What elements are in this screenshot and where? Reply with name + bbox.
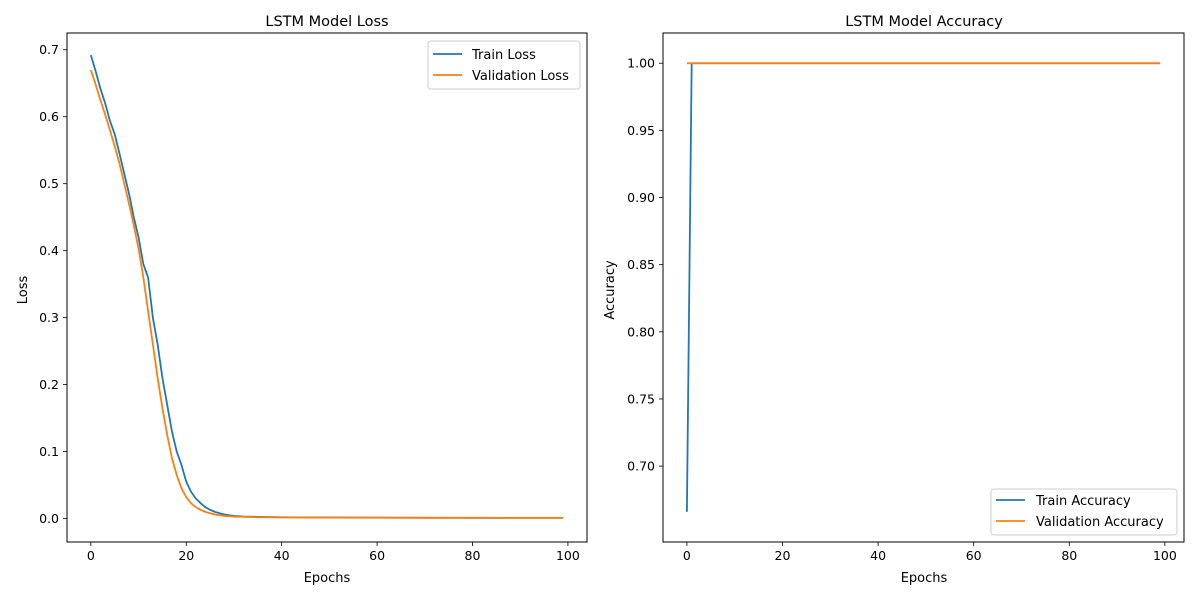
- accuracy-plot-frame: [662, 32, 1185, 543]
- loss-legend-box: [427, 40, 581, 90]
- accuracy-x-tick-label: 100: [1153, 548, 1177, 563]
- loss-x-tick-label: 100: [556, 548, 580, 563]
- loss-x-axis-label: Epochs: [304, 571, 351, 586]
- accuracy-x-tick-label: 60: [966, 548, 982, 563]
- loss-lines: [89, 54, 564, 519]
- loss-y-tick-label: 0.2: [39, 377, 59, 392]
- accuracy-y-tick-label: 0.85: [627, 257, 655, 272]
- accuracy-x-tick-label: 0: [683, 548, 691, 563]
- loss-y-axis-label: Loss: [16, 276, 31, 305]
- accuracy-chart-title: LSTM Model Accuracy: [845, 14, 1003, 30]
- loss-x-tick-label: 80: [465, 548, 481, 563]
- loss-legend-train-label: Train Loss: [471, 48, 536, 63]
- accuracy-x-tick-label: 40: [870, 548, 886, 563]
- loss-y-tick-label: 0.1: [39, 444, 59, 459]
- accuracy-x-tick-label: 80: [1061, 548, 1077, 563]
- loss-x-tick-label: 40: [274, 548, 290, 563]
- accuracy-y-tick-label: 0.80: [627, 324, 655, 339]
- loss-y-tick-label: 0.0: [39, 511, 59, 526]
- accuracy-legend-validation-label: Validation Accuracy: [1036, 515, 1164, 530]
- loss-y-tick-label: 0.7: [39, 42, 59, 57]
- accuracy-legend-train-label: Train Accuracy: [1035, 494, 1131, 509]
- loss-y-tick-label: 0.3: [39, 310, 59, 325]
- loss-legend: Train Loss Validation Loss: [427, 40, 581, 90]
- accuracy-y-axis-label: Accuracy: [603, 260, 618, 320]
- loss-train-line: [89, 54, 564, 519]
- loss-chart: LSTM Model Loss Epochs Loss 0 20 40 60 80 100…: [16, 14, 588, 586]
- loss-x-tick-label: 20: [178, 548, 194, 563]
- accuracy-y-tick-label: 0.70: [627, 459, 655, 474]
- accuracy-x-axis-label: Epochs: [901, 571, 948, 586]
- accuracy-lines: [686, 62, 1161, 512]
- loss-legend-validation-label: Validation Loss: [472, 69, 569, 84]
- loss-chart-title: LSTM Model Loss: [265, 14, 388, 30]
- accuracy-train-line: [686, 62, 1161, 512]
- loss-ticks: 0 20 40 60 80 100 0.0 0.1 0.2 0.3 0.4 0.5 0.6 0.7: [39, 42, 580, 563]
- accuracy-y-tick-label: 1.00: [627, 56, 655, 71]
- accuracy-y-tick-label: 0.95: [627, 123, 655, 138]
- loss-x-tick-label: 60: [369, 548, 385, 563]
- loss-x-tick-label: 0: [87, 548, 95, 563]
- loss-y-tick-label: 0.4: [39, 243, 59, 258]
- loss-y-tick-label: 0.5: [39, 176, 59, 191]
- loss-plot-frame: [66, 32, 588, 543]
- loss-validation-line: [89, 69, 564, 519]
- accuracy-legend-box: [990, 488, 1178, 536]
- accuracy-legend: Train Accuracy Validation Accuracy: [990, 488, 1178, 536]
- accuracy-y-tick-label: 0.90: [627, 190, 655, 205]
- loss-y-tick-label: 0.6: [39, 109, 59, 124]
- accuracy-ticks: 0 20 40 60 80 100 0.70 0.75 0.80 0.85 0.90 0.95 1.00: [627, 56, 1177, 563]
- accuracy-y-tick-label: 0.75: [627, 391, 655, 406]
- accuracy-chart: LSTM Model Accuracy Epochs Accuracy 0 20 4…: [603, 14, 1185, 586]
- accuracy-x-tick-label: 20: [775, 548, 791, 563]
